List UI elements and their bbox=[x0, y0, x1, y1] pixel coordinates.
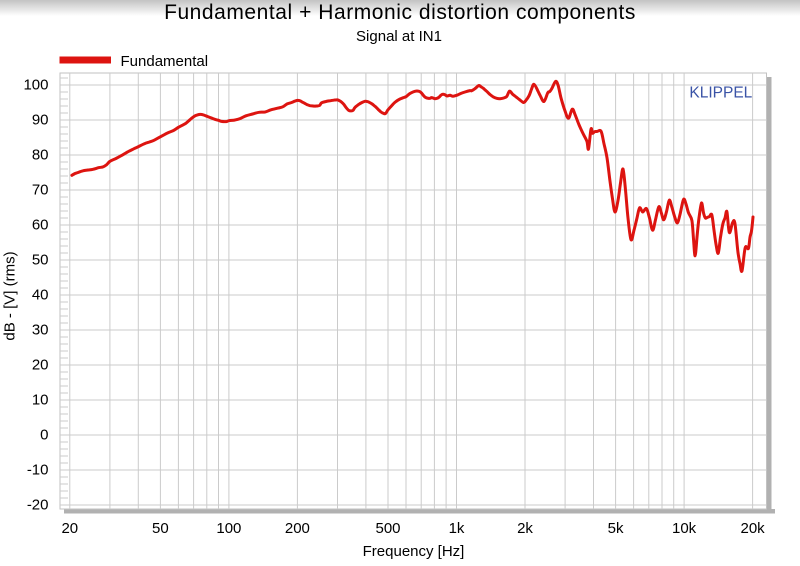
svg-text:Signal at IN1: Signal at IN1 bbox=[356, 28, 442, 45]
svg-text:-20: -20 bbox=[27, 496, 49, 513]
svg-text:2k: 2k bbox=[517, 520, 533, 537]
svg-text:70: 70 bbox=[32, 181, 49, 198]
svg-text:100: 100 bbox=[23, 76, 48, 93]
svg-text:-10: -10 bbox=[27, 461, 49, 478]
svg-text:60: 60 bbox=[32, 216, 49, 233]
svg-text:20: 20 bbox=[61, 520, 78, 537]
svg-text:dB - [V] (rms): dB - [V] (rms) bbox=[2, 251, 19, 340]
svg-text:Fundamental + Harmonic distort: Fundamental + Harmonic distortion compon… bbox=[164, 1, 636, 24]
svg-text:10k: 10k bbox=[672, 520, 697, 537]
svg-text:20: 20 bbox=[32, 356, 49, 373]
svg-text:100: 100 bbox=[216, 520, 241, 537]
svg-text:Frequency [Hz]: Frequency [Hz] bbox=[363, 543, 465, 560]
svg-text:1k: 1k bbox=[449, 520, 465, 537]
svg-text:50: 50 bbox=[32, 251, 49, 268]
svg-text:50: 50 bbox=[152, 520, 169, 537]
svg-text:20k: 20k bbox=[741, 520, 766, 537]
svg-text:80: 80 bbox=[32, 146, 49, 163]
svg-text:Fundamental: Fundamental bbox=[121, 53, 209, 70]
svg-text:KLIPPEL: KLIPPEL bbox=[689, 84, 752, 101]
svg-text:500: 500 bbox=[375, 520, 400, 537]
svg-text:10: 10 bbox=[32, 391, 49, 408]
svg-text:30: 30 bbox=[32, 321, 49, 338]
svg-text:5k: 5k bbox=[608, 520, 624, 537]
svg-text:90: 90 bbox=[32, 111, 49, 128]
svg-text:200: 200 bbox=[285, 520, 310, 537]
svg-text:0: 0 bbox=[40, 426, 48, 443]
svg-text:40: 40 bbox=[32, 286, 49, 303]
